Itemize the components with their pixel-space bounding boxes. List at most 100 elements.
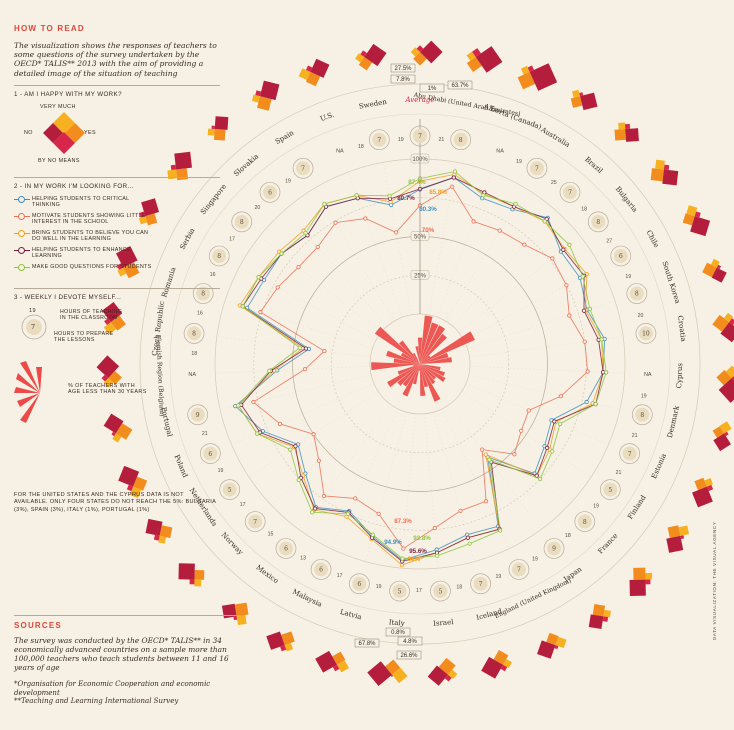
legend-hours-number: 19 bbox=[29, 307, 37, 314]
hours-ring bbox=[275, 538, 297, 559]
yes-square bbox=[413, 52, 427, 66]
legend-swatch bbox=[14, 212, 32, 221]
very-much-square bbox=[194, 579, 202, 587]
by-no-means-square bbox=[602, 616, 609, 622]
very-much-square bbox=[103, 322, 117, 335]
satisfaction-glyph bbox=[102, 301, 126, 335]
yes-square bbox=[133, 476, 148, 491]
series-line-believe bbox=[237, 174, 604, 566]
by-no-means-square bbox=[706, 484, 714, 492]
yes-square bbox=[712, 314, 730, 332]
italy-value-label: 98% bbox=[408, 556, 421, 563]
no-square bbox=[481, 656, 504, 679]
no-square bbox=[662, 169, 679, 186]
by-no-means-square bbox=[189, 579, 195, 585]
prep-disc bbox=[296, 161, 311, 176]
prep-hours: 7 bbox=[535, 165, 539, 172]
label-box bbox=[390, 74, 416, 84]
prep-hours: 6 bbox=[284, 546, 288, 553]
data-note: FOR THE UNITED STATES AND THE CYPRUS DAT… bbox=[14, 492, 216, 513]
prep-disc bbox=[622, 446, 637, 461]
data-point bbox=[240, 304, 245, 309]
series-line-motivate bbox=[252, 186, 589, 550]
yes-square bbox=[115, 423, 133, 440]
rose-petal bbox=[397, 364, 420, 386]
rose-petal bbox=[412, 364, 420, 385]
hours-ring bbox=[292, 157, 314, 179]
prep-disc bbox=[196, 286, 211, 301]
country-name: Flemish Region (Belgium) bbox=[154, 335, 165, 417]
teaching-hours: 19 bbox=[398, 137, 404, 143]
very-much-square bbox=[355, 53, 365, 63]
rose-petal bbox=[420, 331, 475, 364]
country-name: Poland bbox=[173, 454, 190, 480]
teaching-hours: 17 bbox=[337, 573, 343, 579]
data-point bbox=[558, 394, 564, 399]
rose-petal bbox=[393, 358, 420, 364]
prep-hours: 6 bbox=[319, 567, 323, 574]
yes-square bbox=[110, 315, 126, 331]
hours-na: NA bbox=[644, 372, 652, 378]
data-point bbox=[310, 510, 315, 515]
country-name: Australia bbox=[539, 125, 572, 149]
prep-disc bbox=[262, 185, 277, 200]
yes-square bbox=[108, 370, 122, 385]
data-point bbox=[599, 337, 604, 342]
hours-ring bbox=[587, 211, 609, 233]
data-point bbox=[432, 525, 437, 531]
prep-hours: 6 bbox=[208, 451, 212, 458]
by-no-means-square bbox=[360, 50, 368, 58]
prep-hours: 8 bbox=[201, 291, 205, 298]
legend-item: HELPING STUDENTS TO CRITICAL THINKING bbox=[14, 195, 224, 213]
no-square bbox=[537, 640, 556, 659]
data-point bbox=[370, 532, 375, 537]
very-much-square bbox=[158, 535, 167, 544]
legend-label: MOTIVATE STUDENTS SHOWING LITTLE INTERES… bbox=[32, 212, 146, 226]
intro-text: The visualization shows the responses of… bbox=[14, 41, 217, 78]
very-much-square bbox=[555, 636, 567, 649]
satisfaction-glyph bbox=[570, 89, 598, 111]
satisfaction-glyph bbox=[96, 355, 122, 388]
label-box bbox=[396, 650, 422, 660]
satisfaction-glyph bbox=[410, 40, 443, 66]
satisfaction-glyph bbox=[118, 465, 148, 499]
hours-ring bbox=[348, 573, 370, 595]
no-square bbox=[666, 535, 684, 553]
outer-circle bbox=[169, 113, 671, 615]
very-much-square bbox=[117, 267, 127, 277]
series-line-critical bbox=[234, 177, 606, 561]
legend-swatch bbox=[14, 263, 32, 272]
country-name: South Korea bbox=[660, 260, 681, 304]
very-much-square bbox=[336, 660, 349, 673]
data-point bbox=[315, 244, 320, 250]
no-square bbox=[102, 301, 123, 323]
no-square bbox=[364, 43, 387, 67]
legend-item: MAKE GOOD QUESTIONS FOR STUDENTS bbox=[14, 263, 224, 281]
teaching-hours: 19 bbox=[516, 159, 522, 165]
teaching-hours: 18 bbox=[456, 585, 462, 591]
by-no-means-square bbox=[170, 164, 177, 171]
teaching-hours: 13 bbox=[300, 555, 306, 561]
data-point bbox=[354, 193, 359, 198]
rose-petal bbox=[418, 364, 420, 371]
no-square bbox=[711, 267, 727, 283]
prep-hours: 8 bbox=[635, 291, 639, 298]
no-square bbox=[174, 151, 192, 170]
hours-ring bbox=[183, 323, 205, 344]
data-point bbox=[458, 508, 463, 513]
radial-tick-label: 25% bbox=[414, 273, 427, 279]
divider bbox=[14, 287, 220, 289]
yes-square bbox=[546, 632, 559, 646]
yes-square bbox=[145, 213, 158, 226]
data-point bbox=[303, 346, 309, 351]
data-point bbox=[311, 432, 316, 437]
prep-disc bbox=[603, 482, 618, 497]
satisfaction-glyph bbox=[682, 205, 711, 237]
by-no-means-square bbox=[332, 664, 340, 672]
teaching-hours: 17 bbox=[416, 588, 422, 594]
hours-legend-glyph bbox=[21, 314, 47, 340]
rose-petal bbox=[420, 355, 431, 364]
satisfaction-glyphs bbox=[96, 40, 734, 687]
country-name: Latvia bbox=[339, 608, 362, 622]
by-no-means-square bbox=[624, 123, 631, 130]
